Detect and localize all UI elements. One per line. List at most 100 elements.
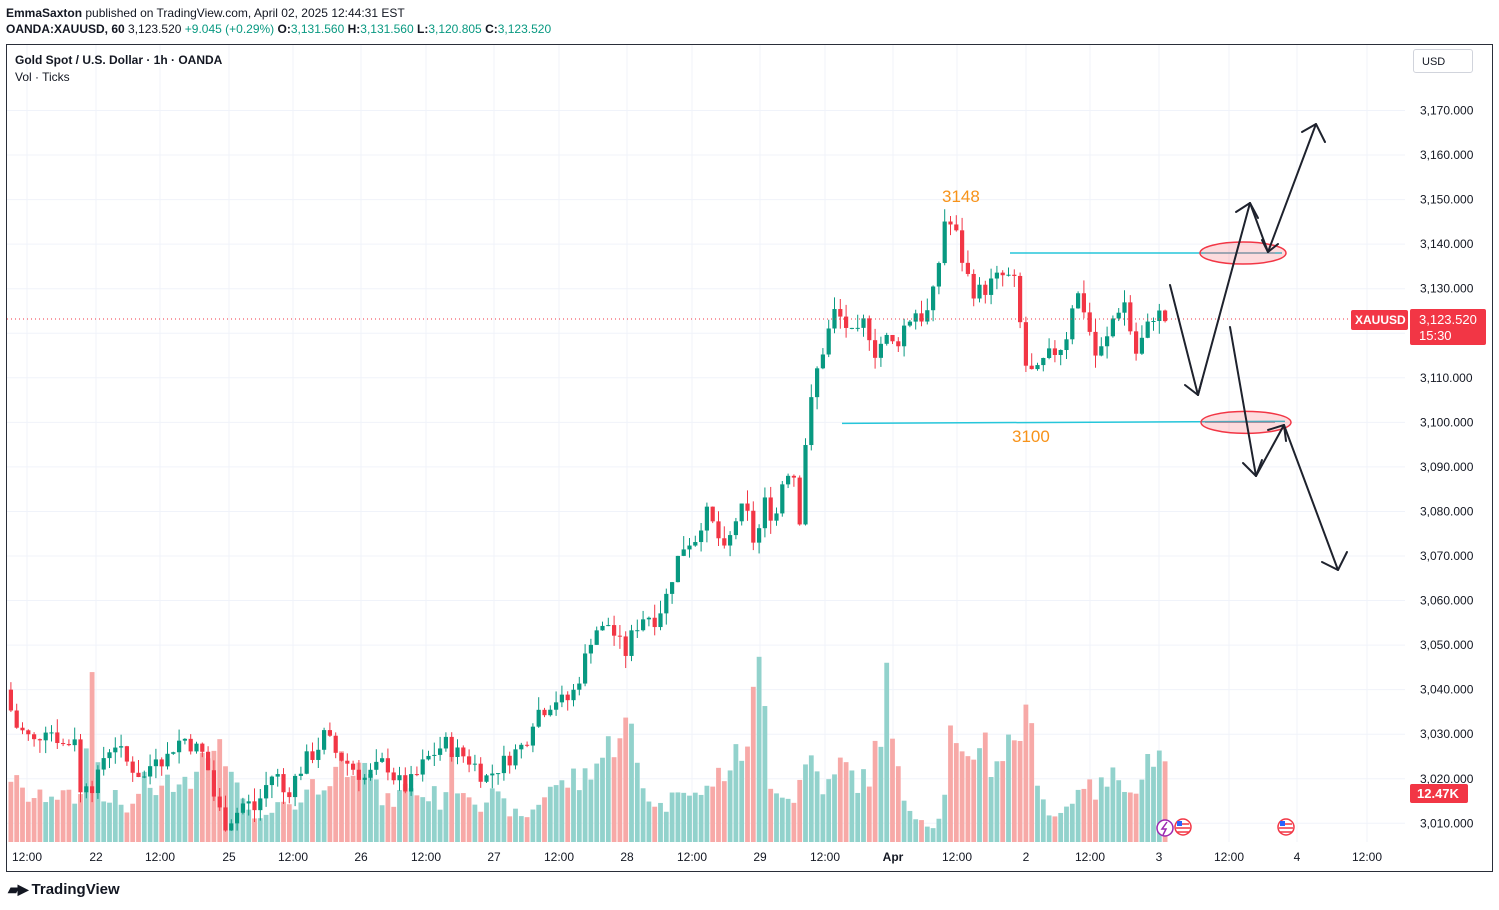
candle-body xyxy=(310,751,315,760)
volume-bar xyxy=(617,738,623,842)
arrow-rally-to-high xyxy=(1197,202,1251,396)
candle-body xyxy=(594,630,599,645)
candle-body xyxy=(536,709,541,727)
candle-body xyxy=(420,759,425,775)
volume-bar xyxy=(594,763,600,842)
candle-body xyxy=(646,617,651,620)
time-tick-label: Apr xyxy=(883,850,904,864)
volume-bar xyxy=(652,806,658,842)
candle-body xyxy=(1151,320,1156,322)
candle-body xyxy=(496,773,501,775)
time-tick-label: 25 xyxy=(222,850,236,864)
time-tick-label: 12:00 xyxy=(1352,850,1382,864)
volume-bar xyxy=(408,788,414,842)
volume-bar xyxy=(1000,761,1006,842)
candle-body xyxy=(206,751,211,771)
candle-body xyxy=(293,775,298,798)
volume-bar xyxy=(814,771,820,842)
candle-body xyxy=(1076,293,1081,309)
volume-bar xyxy=(988,777,994,842)
volume-bar xyxy=(948,725,953,842)
volume-bar xyxy=(1127,792,1133,842)
time-axis: 12:00 22 12:00 25 12:00 26 12:00 27 12:00 28 12:00… xyxy=(12,850,1382,864)
candle-body xyxy=(896,341,901,347)
time-tick-label: 12:00 xyxy=(278,850,308,864)
candle-body xyxy=(269,776,274,786)
candle-body xyxy=(1035,365,1040,370)
candle-body xyxy=(507,755,512,766)
volume-bar xyxy=(1006,734,1011,842)
volume-bar xyxy=(576,790,582,842)
volume-bar xyxy=(582,768,588,842)
volume-bar xyxy=(663,811,669,842)
candle-body xyxy=(287,792,292,798)
candle-body xyxy=(751,510,756,543)
candle-body xyxy=(635,630,640,632)
volume-bar xyxy=(165,774,170,842)
volume-bar xyxy=(8,781,14,842)
currency-button[interactable]: USD xyxy=(1413,49,1473,73)
candle-body xyxy=(803,445,808,525)
volume-bar xyxy=(716,767,721,842)
candle-body xyxy=(182,738,187,741)
candle-body xyxy=(971,273,976,299)
volume-bar xyxy=(629,723,634,842)
author-name[interactable]: EmmaSaxton xyxy=(6,6,83,20)
volume-bar xyxy=(437,809,443,842)
volume-bar xyxy=(1145,754,1151,842)
volume-bar xyxy=(1011,740,1017,842)
candle-body xyxy=(629,630,634,656)
volume-bar xyxy=(368,774,373,842)
candle-body xyxy=(211,770,216,797)
volume-bar xyxy=(832,774,837,842)
tradingview-logo[interactable]: ▰▶ TradingView xyxy=(8,881,120,898)
candle-body xyxy=(525,744,530,746)
volume-bar xyxy=(936,818,942,842)
price-tick-label: 3,080.000 xyxy=(1420,504,1474,518)
time-tick-label: 12:00 xyxy=(1214,850,1244,864)
candle-body xyxy=(490,773,495,776)
candle-body xyxy=(1087,312,1092,332)
candle-body xyxy=(1000,272,1005,276)
volume-bar xyxy=(385,793,391,842)
candle-body xyxy=(977,284,982,299)
candle-body xyxy=(298,773,303,776)
volume-bar xyxy=(710,786,716,842)
candle-body xyxy=(855,327,860,329)
candle-body xyxy=(130,761,135,773)
volume-bar xyxy=(379,805,385,842)
time-tick-label: 29 xyxy=(753,850,767,864)
support-line xyxy=(841,420,1286,425)
candle-body xyxy=(467,756,472,765)
price-tick-label: 3,040.000 xyxy=(1420,683,1474,697)
candle-body xyxy=(165,753,170,767)
candle-body xyxy=(913,313,918,322)
candle-body xyxy=(797,477,802,525)
volume-bar xyxy=(1035,785,1040,842)
candle-body xyxy=(989,278,994,295)
price-tick-label: 3,060.000 xyxy=(1420,594,1474,608)
candle-body xyxy=(948,221,953,225)
candle-body xyxy=(1012,274,1017,276)
volume-bar xyxy=(791,802,797,842)
candle-body xyxy=(142,776,147,778)
chart-frame xyxy=(6,44,1493,872)
volume-bar xyxy=(768,788,774,842)
open-label: O: xyxy=(277,22,291,36)
volume-bar xyxy=(460,793,466,842)
candle-body xyxy=(1134,331,1139,354)
candle-body xyxy=(264,785,269,799)
candle-body xyxy=(849,327,854,329)
volume-bar xyxy=(855,792,861,842)
volume-bar xyxy=(669,792,675,842)
tradingview-brand: TradingView xyxy=(31,881,120,898)
candle-body xyxy=(14,710,19,728)
candle-body xyxy=(1128,302,1133,332)
chart-legend-title[interactable]: Gold Spot / U.S. Dollar · 1h · OANDA xyxy=(15,53,223,67)
volume-bar xyxy=(489,788,495,842)
candle-body xyxy=(954,224,959,231)
candle-body xyxy=(867,318,872,341)
arrow-head xyxy=(1301,123,1326,143)
volume-legend[interactable]: Vol · Ticks xyxy=(15,70,70,84)
